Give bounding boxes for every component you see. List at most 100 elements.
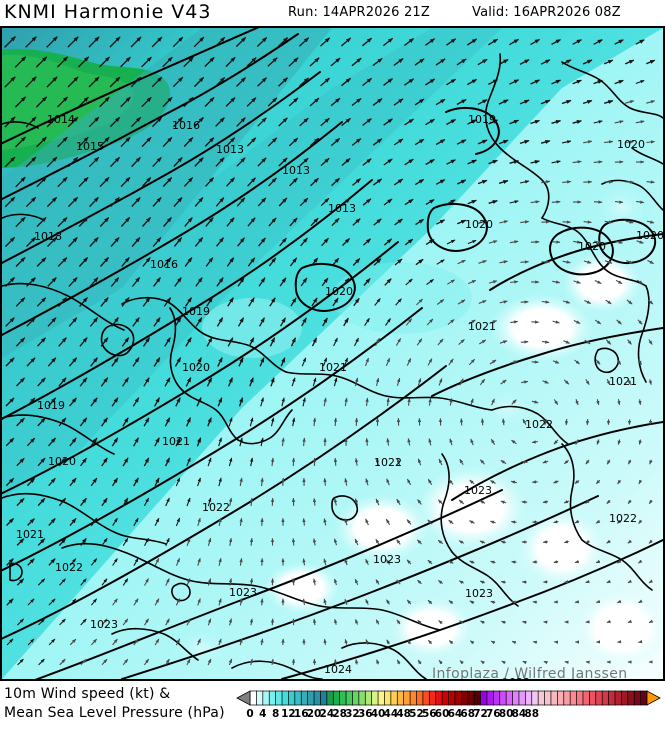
wind-arrow xyxy=(405,278,413,286)
colorbar-swatch[interactable] xyxy=(614,690,623,706)
isobar-label: 1021 xyxy=(162,435,190,448)
colorbar-swatch[interactable] xyxy=(428,690,437,706)
colorbar-swatch[interactable] xyxy=(505,690,514,706)
colorbar-swatch[interactable] xyxy=(557,690,565,706)
wind-arrow xyxy=(68,237,78,247)
colorbar-swatch[interactable] xyxy=(332,690,341,706)
wind-arrow xyxy=(519,99,530,105)
wind-arrow xyxy=(248,297,255,307)
colorbar-swatch[interactable] xyxy=(518,690,527,706)
colorbar-swatch[interactable] xyxy=(339,690,347,706)
colorbar-swatch[interactable] xyxy=(281,690,290,706)
wind-arrow xyxy=(363,278,371,286)
wind-arrow xyxy=(247,217,256,227)
colorbar-swatch[interactable] xyxy=(633,690,642,706)
colorbar-swatch[interactable] xyxy=(480,690,488,706)
wind-arrow xyxy=(226,177,235,187)
colorbar-swatch[interactable] xyxy=(550,690,559,706)
wind-arrow xyxy=(78,136,89,148)
colorbar-swatch[interactable] xyxy=(294,690,302,706)
wind-arrow xyxy=(404,158,414,166)
wind-arrow xyxy=(228,537,233,546)
colorbar-tick-label: 4 xyxy=(259,708,266,720)
colorbar-swatch[interactable] xyxy=(409,690,418,706)
colorbar-swatch[interactable] xyxy=(313,690,322,706)
wind-arrow xyxy=(448,600,454,605)
wind-arrow xyxy=(48,638,56,646)
colorbar-swatch[interactable] xyxy=(422,690,431,706)
wind-arrow xyxy=(185,337,192,347)
wind-arrow xyxy=(479,378,486,386)
wind-arrow xyxy=(90,397,98,407)
wind-arrow xyxy=(646,220,655,224)
colorbar-swatch[interactable] xyxy=(416,690,424,706)
wind-arrow xyxy=(218,638,222,646)
map-canvas[interactable]: 1014101410151015101610161013101310131013… xyxy=(2,28,663,679)
colorbar-swatch[interactable] xyxy=(582,690,591,706)
colorbar-swatch[interactable] xyxy=(563,690,571,706)
colorbar-svg[interactable]: 0 4 8 1216202428323640444852566064687276808… xyxy=(236,689,661,729)
colorbar-swatch[interactable] xyxy=(640,690,648,706)
colorbar-swatch[interactable] xyxy=(595,690,603,706)
colorbar-swatch[interactable] xyxy=(531,690,539,706)
wind-arrow xyxy=(479,580,486,584)
colorbar-swatch[interactable] xyxy=(460,690,469,706)
colorbar-swatch[interactable] xyxy=(608,690,616,706)
colorbar-swatch[interactable] xyxy=(352,690,360,706)
colorbar-swatch[interactable] xyxy=(569,690,578,706)
colorbar-swatch[interactable] xyxy=(371,690,379,706)
colorbar-swatch[interactable] xyxy=(499,690,507,706)
colorbar-swatch[interactable] xyxy=(358,690,366,706)
colorbar-swatch[interactable] xyxy=(307,690,315,706)
colorbar-swatch[interactable] xyxy=(364,690,373,706)
colorbar-swatch[interactable] xyxy=(467,690,475,706)
colorbar-swatch[interactable] xyxy=(454,690,463,706)
colorbar-swatch[interactable] xyxy=(403,690,411,706)
colorbar-swatch[interactable] xyxy=(524,690,533,706)
wind-arrow xyxy=(478,260,487,264)
wind-arrow xyxy=(27,598,35,606)
colorbar-swatch[interactable] xyxy=(256,690,264,706)
colorbar-swatch[interactable] xyxy=(627,690,635,706)
colorbar-swatch[interactable] xyxy=(396,690,405,706)
wind-arrow xyxy=(352,258,361,266)
colorbar-swatch[interactable] xyxy=(268,690,277,706)
wind-arrow xyxy=(196,437,202,447)
colorbar-swatch[interactable] xyxy=(492,690,501,706)
colorbar-swatch[interactable] xyxy=(384,690,392,706)
colorbar-swatch[interactable] xyxy=(377,690,386,706)
colorbar-swatch[interactable] xyxy=(601,690,610,706)
colorbar-swatch[interactable] xyxy=(448,690,456,706)
colorbar-swatch[interactable] xyxy=(249,690,258,706)
colorbar-swatch[interactable] xyxy=(576,690,584,706)
wind-arrow xyxy=(362,158,372,166)
wind-arrow xyxy=(573,280,581,284)
colorbar-swatch[interactable] xyxy=(486,690,495,706)
colorbar-swatch[interactable] xyxy=(544,690,552,706)
colorbar-swatch[interactable] xyxy=(326,690,334,706)
colorbar-swatch[interactable] xyxy=(512,690,520,706)
colorbar-swatch[interactable] xyxy=(435,690,443,706)
wind-arrow xyxy=(207,497,212,507)
colorbar-swatch[interactable] xyxy=(262,690,270,706)
colorbar-swatch[interactable] xyxy=(589,690,597,706)
wind-arrow xyxy=(26,317,36,327)
wind-arrow xyxy=(511,439,517,445)
colorbar-swatch[interactable] xyxy=(288,690,296,706)
colorbar-swatch[interactable] xyxy=(537,690,546,706)
colorbar-swatch[interactable] xyxy=(275,690,283,706)
colorbar[interactable]: 0 4 8 12 16 20 24 28 32 36 40 44 48 52 56 60 64 68 72 76 80 8… xyxy=(236,689,661,729)
colorbar-swatch[interactable] xyxy=(300,690,309,706)
colorbar-swatch[interactable] xyxy=(621,690,629,706)
map-viewport[interactable]: 1014101410151015101610161013101310131013… xyxy=(0,26,665,681)
wind-arrow xyxy=(215,237,225,247)
colorbar-swatch[interactable] xyxy=(345,690,354,706)
wind-arrow xyxy=(141,217,152,227)
colorbar-swatch[interactable] xyxy=(473,690,482,706)
wind-arrow xyxy=(386,437,390,446)
colorbar-swatch[interactable] xyxy=(441,690,450,706)
wind-arrow xyxy=(406,478,412,486)
wind-arrow xyxy=(226,217,235,227)
colorbar-swatch[interactable] xyxy=(320,690,328,706)
colorbar-swatch[interactable] xyxy=(390,690,399,706)
